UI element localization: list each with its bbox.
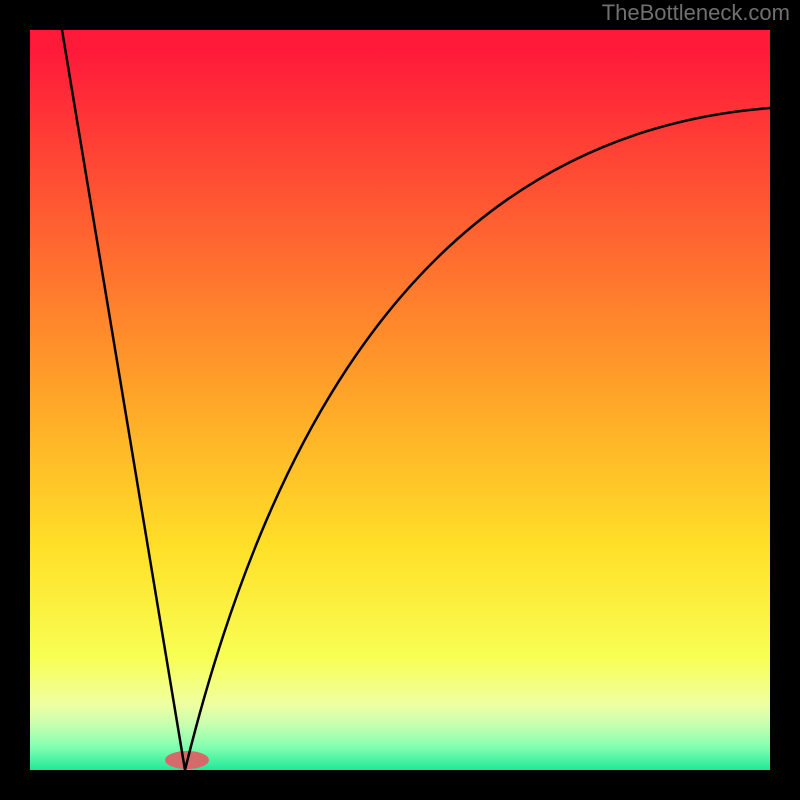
bottleneck-chart: TheBottleneck.com bbox=[0, 0, 800, 800]
watermark-text: TheBottleneck.com bbox=[602, 0, 790, 26]
chart-svg bbox=[0, 0, 800, 800]
gradient-background bbox=[30, 30, 770, 770]
